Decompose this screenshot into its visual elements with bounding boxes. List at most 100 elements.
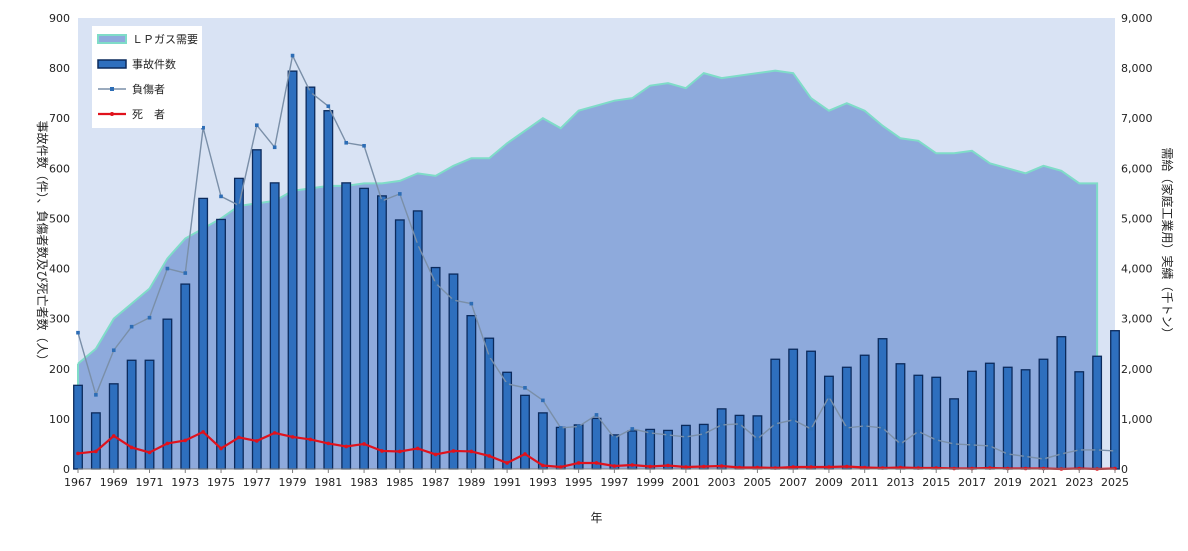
accident-bar-2018 xyxy=(984,362,995,470)
accident-bar-1972 xyxy=(162,318,173,470)
accident-bar-2011 xyxy=(859,354,870,470)
right-tick-label: 8,000 xyxy=(1121,62,1153,75)
x-tick-label: 2011 xyxy=(851,476,879,489)
accident-bar-1991 xyxy=(502,371,513,470)
accident-bar-1975 xyxy=(216,218,226,470)
injured-point-1981 xyxy=(326,104,331,108)
injured-point-1985 xyxy=(398,192,402,196)
injured-point-1975 xyxy=(219,194,223,199)
accident-bar-1979 xyxy=(287,70,298,470)
deaths-point-1969 xyxy=(111,434,116,438)
accident-bar-2005 xyxy=(752,415,763,470)
x-tick-label: 1995 xyxy=(565,476,593,489)
injured-point-1979 xyxy=(290,53,295,58)
accident-bar-2014 xyxy=(913,374,924,470)
accident-bar-1997 xyxy=(609,434,620,470)
accident-bar-1984 xyxy=(377,195,387,470)
right-tick-label: 6,000 xyxy=(1121,162,1153,175)
deaths-point-1995 xyxy=(576,461,581,465)
accident-bar-2022 xyxy=(1056,336,1067,470)
accident-bar-2008 xyxy=(806,350,816,470)
deaths-point-1973 xyxy=(183,438,188,443)
x-tick-label: 1971 xyxy=(136,476,164,489)
injured-point-1994 xyxy=(558,426,563,430)
legend-label-accidents: 事故件数 xyxy=(132,57,176,71)
accident-bar-1989 xyxy=(466,315,477,470)
deaths-point-2005 xyxy=(755,465,760,470)
x-tick-label: 2005 xyxy=(743,476,771,489)
deaths-point-1982 xyxy=(344,444,348,449)
deaths-point-1984 xyxy=(380,449,384,453)
injured-point-2021 xyxy=(1041,457,1046,461)
accident-bar-2006 xyxy=(770,358,781,470)
injured-point-2002 xyxy=(701,432,706,436)
right-tick-label: 3,000 xyxy=(1121,313,1153,326)
deaths-point-1986 xyxy=(415,446,420,451)
x-tick-label: 1975 xyxy=(207,476,235,489)
accident-bar-2024 xyxy=(1092,355,1103,470)
deaths-point-2011 xyxy=(862,465,867,470)
legend-label-deaths: 死 者 xyxy=(132,108,165,121)
deaths-point-2001 xyxy=(684,465,688,469)
accident-bar-2025 xyxy=(1110,330,1120,470)
legend-label-demand: ＬＰガス需要 xyxy=(132,33,198,46)
x-tick-label: 2025 xyxy=(1101,476,1129,489)
left-tick-label: 200 xyxy=(49,363,70,376)
y-axis-right-label: 需給（家庭工業用）実績（千トン） xyxy=(1160,147,1175,339)
accident-bar-1987 xyxy=(430,266,441,470)
x-tick-label: 2013 xyxy=(886,476,914,489)
injured-point-2009 xyxy=(827,395,831,399)
injured-point-2007 xyxy=(791,418,795,422)
deaths-point-1979 xyxy=(290,435,295,439)
injured-point-2011 xyxy=(862,424,867,428)
deaths-point-1991 xyxy=(505,461,509,465)
injured-point-1977 xyxy=(254,123,259,128)
legend-marker-deaths xyxy=(110,112,114,116)
deaths-point-1977 xyxy=(254,439,259,443)
x-axis-label: 年 xyxy=(590,511,602,525)
injured-point-1987 xyxy=(433,281,438,285)
x-tick-label: 1999 xyxy=(636,476,664,489)
deaths-point-1981 xyxy=(326,441,331,446)
injured-point-2000 xyxy=(666,433,670,437)
x-tick-label: 2021 xyxy=(1029,476,1057,489)
injured-point-1998 xyxy=(630,427,635,431)
injured-point-2018 xyxy=(988,444,992,448)
deaths-point-2003 xyxy=(719,464,724,468)
deaths-point-1996 xyxy=(594,461,599,465)
injured-point-2025 xyxy=(1113,449,1117,453)
deaths-point-1971 xyxy=(147,450,152,455)
right-tick-label: 0 xyxy=(1121,463,1128,476)
injured-point-1968 xyxy=(94,393,98,397)
deaths-point-2002 xyxy=(701,464,706,469)
deaths-point-2016 xyxy=(952,466,956,471)
axes-layer: 0 100 200 300 400 500 600 700 800 900 0 1,000 2,000 3… xyxy=(49,12,1153,489)
deaths-point-1988 xyxy=(451,449,456,453)
accident-bar-2002 xyxy=(698,423,709,470)
deaths-point-1990 xyxy=(487,454,492,458)
accident-bar-1983 xyxy=(359,187,370,470)
y-axis-left-label: 事故件数（件）、負傷者数及び死亡者数（人） xyxy=(35,120,50,366)
injured-point-2014 xyxy=(916,429,921,434)
deaths-point-1975 xyxy=(219,446,223,451)
right-tick-label: 4,000 xyxy=(1121,263,1153,276)
left-tick-label: 300 xyxy=(49,313,70,326)
injured-point-1993 xyxy=(541,398,545,403)
deaths-point-1989 xyxy=(469,449,474,454)
accident-bar-1992 xyxy=(520,394,530,470)
lines-layer xyxy=(76,53,1117,471)
deaths-point-1998 xyxy=(630,463,635,467)
deaths-point-2008 xyxy=(809,465,813,469)
accident-bar-1985 xyxy=(394,219,405,470)
injured-point-1997 xyxy=(612,436,617,440)
accident-bar-2020 xyxy=(1020,369,1031,470)
x-tick-label: 2007 xyxy=(779,476,807,489)
x-tick-label: 1987 xyxy=(422,476,450,489)
injured-point-1973 xyxy=(183,271,188,275)
accident-bar-2003 xyxy=(716,408,727,470)
injured-point-1976 xyxy=(237,203,241,208)
accident-bar-2017 xyxy=(967,370,977,470)
x-tick-label: 1977 xyxy=(243,476,271,489)
deaths-point-1976 xyxy=(237,435,241,440)
